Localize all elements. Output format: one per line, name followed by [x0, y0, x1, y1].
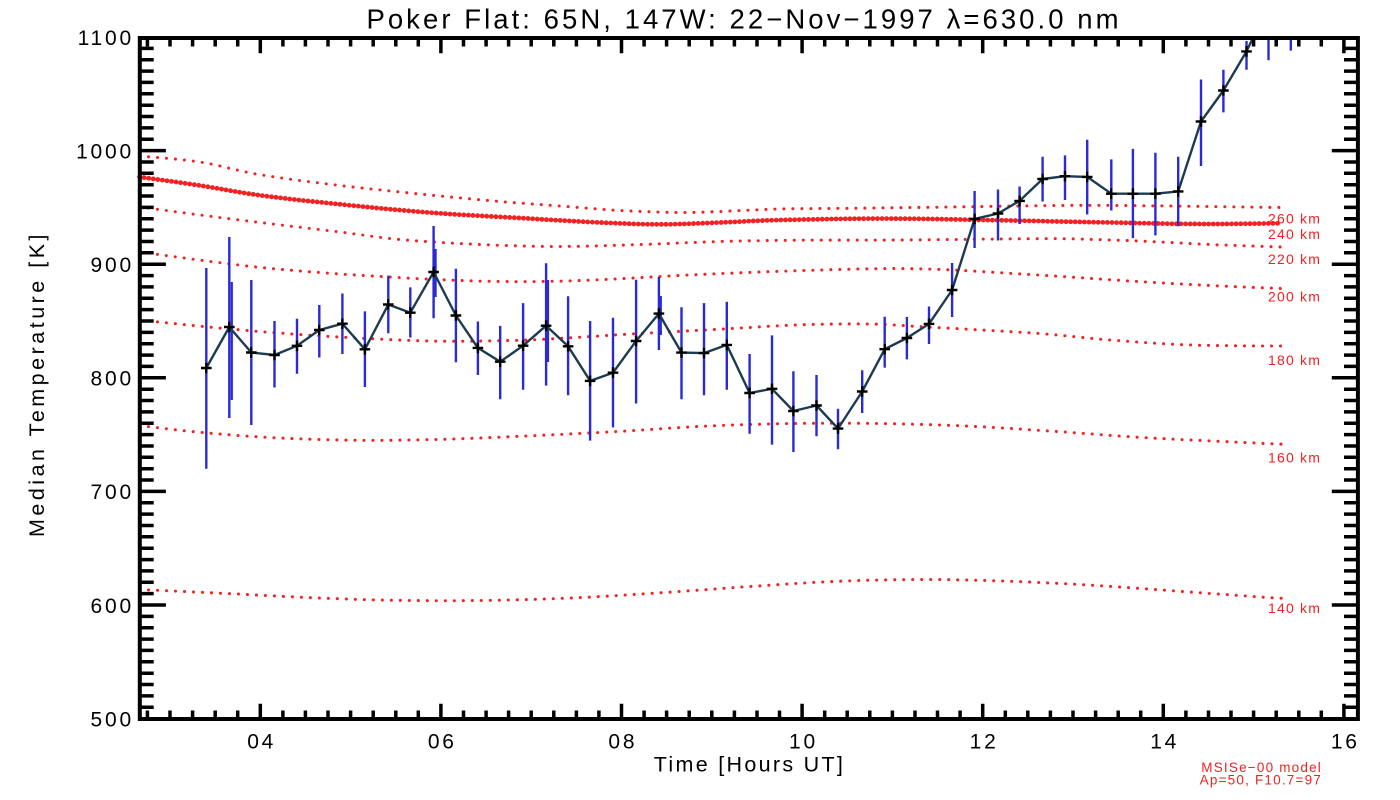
- svg-text:08: 08: [608, 731, 637, 754]
- svg-text:220 km: 220 km: [1268, 251, 1321, 267]
- svg-text:600: 600: [91, 595, 134, 618]
- svg-text:500: 500: [91, 708, 134, 731]
- svg-text:Ap=50, F10.7=97: Ap=50, F10.7=97: [1200, 773, 1322, 788]
- svg-text:1000: 1000: [76, 140, 134, 163]
- svg-text:MSISe−00 model: MSISe−00 model: [1201, 760, 1322, 775]
- svg-text:900: 900: [91, 254, 134, 277]
- svg-text:160 km: 160 km: [1268, 450, 1321, 466]
- svg-text:1100: 1100: [78, 27, 134, 50]
- svg-text:Median Temperature [K]: Median Temperature [K]: [25, 231, 49, 537]
- svg-text:140 km: 140 km: [1268, 600, 1321, 616]
- svg-text:Poker Flat: 65N, 147W: 22−Nov−: Poker Flat: 65N, 147W: 22−Nov−1997 λ=630…: [366, 4, 1121, 35]
- svg-text:06: 06: [428, 731, 457, 754]
- svg-text:200 km: 200 km: [1268, 289, 1321, 305]
- svg-text:16: 16: [1331, 731, 1360, 754]
- svg-text:12: 12: [970, 731, 999, 754]
- svg-text:14: 14: [1150, 731, 1179, 754]
- svg-text:260 km: 260 km: [1268, 211, 1321, 227]
- svg-text:04: 04: [247, 731, 276, 754]
- svg-text:240 km: 240 km: [1268, 226, 1321, 242]
- svg-text:700: 700: [91, 481, 134, 504]
- svg-text:10: 10: [789, 731, 818, 754]
- svg-text:800: 800: [91, 368, 134, 391]
- svg-text:Time [Hours UT]: Time [Hours UT]: [654, 753, 845, 777]
- svg-text:180 km: 180 km: [1268, 352, 1321, 368]
